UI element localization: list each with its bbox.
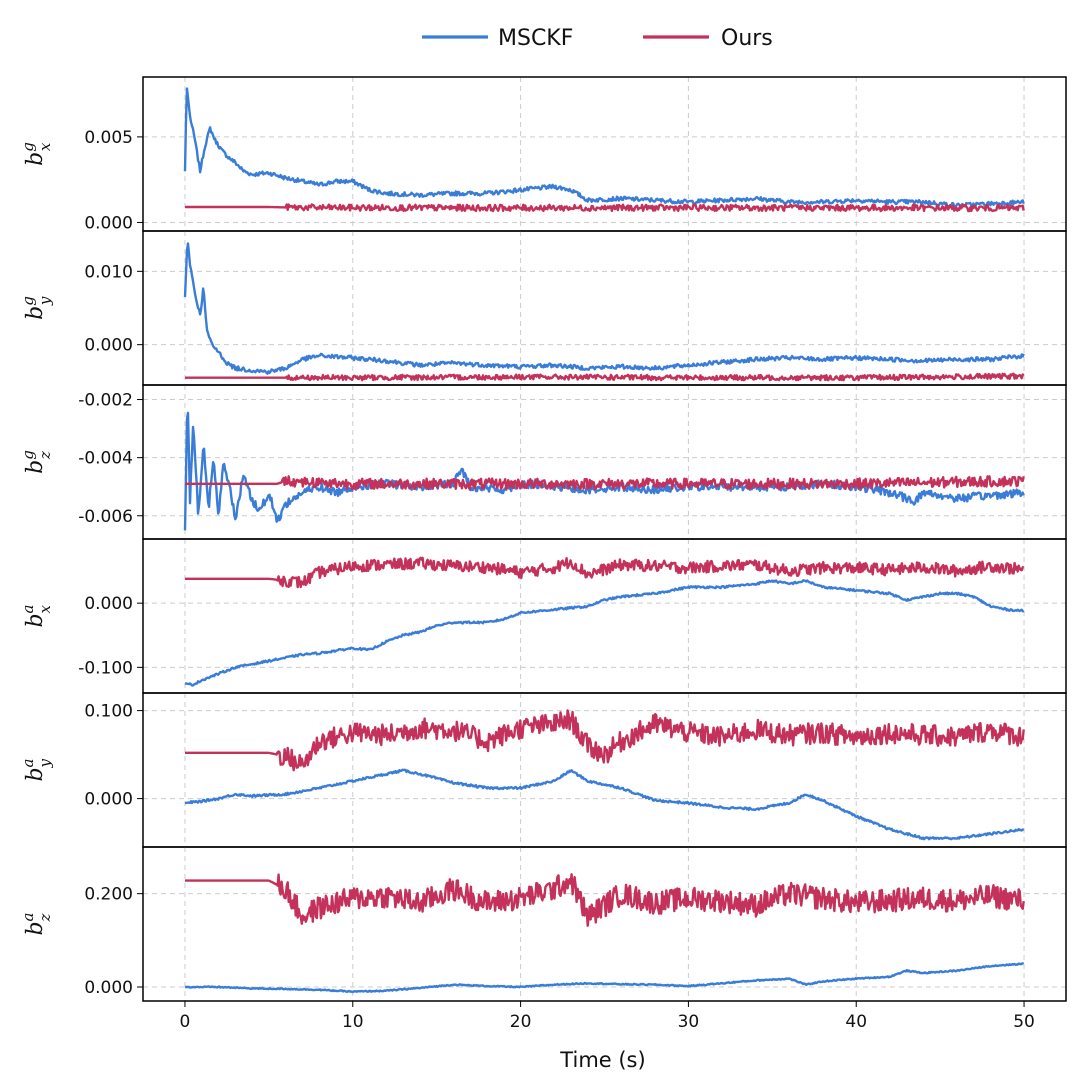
legend-label-msckf: MSCKF: [498, 26, 573, 51]
legend-label-ours: Ours: [721, 26, 773, 51]
y-axis-label-baz: baz: [19, 912, 54, 935]
y-axis-label-base: b: [23, 613, 48, 627]
panel-bgz: -0.002 -0.004 -0.006 bgz: [19, 384, 1067, 540]
y-axis-label-base: b: [23, 767, 48, 781]
y-axis-label-sub: z: [36, 913, 54, 922]
y-axis-label-sup: a: [19, 758, 37, 767]
x-tick-label: 50: [1013, 1012, 1035, 1032]
y-axis-label-bgy: bgy: [19, 296, 54, 320]
y-axis-label-base: b: [23, 306, 48, 320]
series-line-ours-bgz: [184, 475, 1025, 491]
series-line-ours-bay: [184, 709, 1025, 772]
x-tick-label: 0: [180, 1012, 191, 1032]
y-tick-label: 0.000: [84, 594, 133, 614]
series-line-msckf-bgx: [183, 87, 1025, 209]
series-line-msckf-bay: [184, 768, 1025, 841]
y-axis-label-sup: g: [19, 450, 37, 460]
x-axis: 0 10 20 30 40 50: [180, 1001, 1035, 1032]
y-axis-label-sub: z: [36, 451, 54, 460]
series-line-msckf-baz: [184, 962, 1025, 994]
y-tick-label: -0.004: [78, 449, 133, 469]
y-tick-label: 0.000: [84, 790, 133, 810]
y-axis-label-bay: bay: [19, 758, 54, 781]
y-axis-label-sub: x: [36, 604, 54, 613]
series-line-msckf-bax: [184, 579, 1025, 687]
y-tick-label: 0.000: [84, 978, 133, 998]
y-axis-label-bax: bax: [19, 604, 54, 627]
series-line-ours-bax: [184, 556, 1024, 589]
y-tick-label: -0.006: [78, 507, 133, 527]
y-tick-label: 0.010: [84, 262, 133, 282]
series-line-ours-baz: [184, 873, 1025, 927]
y-axis-label-sup: g: [19, 142, 37, 152]
y-axis-label-sub: x: [36, 142, 54, 151]
panel-bgx: 0.000 0.005 bgx: [19, 76, 1067, 233]
y-tick-label: 0.005: [84, 128, 133, 148]
y-axis-label-base: b: [23, 152, 48, 166]
y-axis-label-bgz: bgz: [19, 450, 54, 474]
y-axis-label-sup: g: [19, 296, 37, 306]
panel-frame: [142, 538, 1067, 694]
y-tick-label: 0.000: [84, 213, 133, 233]
panel-frame: [142, 692, 1067, 848]
x-tick-label: 20: [510, 1012, 532, 1032]
series-line-msckf-bgz: [183, 411, 1025, 531]
panel-bgy: 0.000 0.010 bgy: [19, 230, 1067, 386]
panel-bax: 0.000 -0.100 bax: [19, 538, 1067, 694]
x-tick-label: 30: [678, 1012, 700, 1032]
series-line-ours-bgx: [184, 203, 1025, 213]
y-tick-label: 0.000: [84, 336, 133, 356]
panel-baz: 0.200 0.000 baz: [19, 846, 1067, 1002]
y-tick-label: -0.100: [78, 658, 133, 678]
series-line-ours-bgy: [184, 372, 1025, 382]
x-axis-label: Time (s): [559, 1048, 645, 1072]
y-axis-label-sup: a: [19, 912, 37, 921]
legend: MSCKF Ours: [422, 26, 773, 51]
x-tick-label: 40: [845, 1012, 867, 1032]
y-axis-label-sup: a: [19, 604, 37, 613]
y-tick-label: 0.100: [84, 702, 133, 722]
y-axis-label-base: b: [23, 460, 48, 474]
series-line-msckf-bgy: [183, 242, 1025, 375]
panel-frame: [142, 846, 1067, 1002]
y-axis-label-sub: y: [36, 296, 54, 306]
panels: 0.0000.005bgx0.0000.010bgy-0.002-0.004-0…: [19, 76, 1067, 1002]
x-tick-label: 10: [342, 1012, 364, 1032]
y-axis-label-base: b: [23, 921, 48, 935]
y-axis-label-sub: y: [36, 758, 54, 768]
y-axis-label-bgx: bgx: [19, 142, 54, 166]
y-tick-label: -0.002: [78, 391, 133, 411]
panel-bay: 0.100 0.000 bay: [19, 692, 1067, 848]
y-tick-label: 0.200: [84, 885, 133, 905]
